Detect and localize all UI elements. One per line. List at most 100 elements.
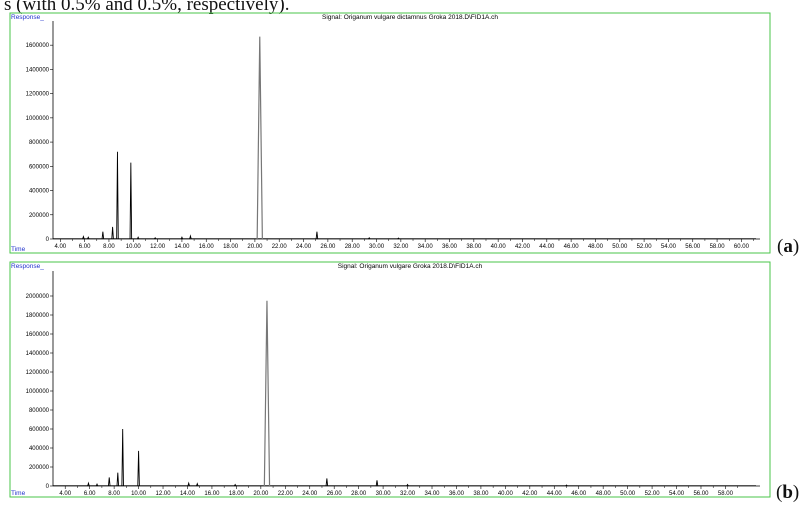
x-tick-label-b-7: 18.00 (229, 491, 245, 497)
x-tick-label-b-23: 50.00 (620, 491, 636, 497)
peak-a-12 (368, 236, 371, 240)
panel-label-b: (b) (776, 482, 800, 503)
y-tick-label-b-4: 800000 (29, 408, 50, 414)
y-tick-label-a-6: 1200000 (26, 92, 50, 98)
peak-a-13 (397, 237, 400, 240)
y-tick-label-b-9: 1800000 (26, 313, 50, 319)
y-tick-label-a-8: 1600000 (26, 43, 50, 49)
y-tick-label-a-3: 600000 (29, 164, 50, 170)
x-tick-label-a-3: 10.00 (126, 244, 142, 250)
x-tick-label-a-10: 24.00 (296, 244, 312, 250)
x-tick-label-b-4: 12.00 (156, 491, 172, 497)
y-tick-label-b-6: 1200000 (26, 370, 50, 376)
x-tick-label-b-3: 10.00 (131, 491, 147, 497)
y-tick-label-b-8: 1600000 (26, 332, 50, 338)
peak-b-2 (107, 477, 111, 487)
peak-b-7 (196, 482, 199, 487)
x-tick-label-b-15: 34.00 (425, 491, 441, 497)
x-tick-label-a-18: 40.00 (491, 244, 507, 250)
x-tick-label-a-26: 56.00 (685, 244, 701, 250)
x-tick-label-a-16: 36.00 (442, 244, 458, 250)
peak-b-4 (121, 428, 124, 487)
peak-a-5 (129, 162, 133, 240)
panel-label-a: (a) (777, 236, 800, 257)
peak-b-8 (233, 483, 237, 487)
x-tick-label-a-22: 48.00 (588, 244, 604, 250)
y-tick-label-a-4: 800000 (29, 140, 50, 146)
x-tick-label-b-0: 4.00 (59, 491, 71, 497)
x-tick-label-a-28: 60.00 (734, 244, 750, 250)
peak-a-2 (101, 231, 105, 240)
peak-a-6 (136, 236, 140, 240)
x-tick-label-b-26: 56.00 (693, 491, 709, 497)
y-tick-label-a-5: 1000000 (26, 116, 50, 122)
x-tick-label-b-6: 16.00 (204, 491, 220, 497)
y-tick-label-a-0: 0 (46, 237, 50, 243)
signal-title-a: Signal: Origanum vulgare dictamnus Groka… (322, 14, 498, 21)
x-axis-label-a: Time (11, 246, 26, 253)
x-tick-label-a-24: 52.00 (637, 244, 653, 250)
peak-b-5 (137, 450, 140, 487)
x-tick-label-b-1: 6.00 (84, 491, 96, 497)
x-tick-label-b-25: 54.00 (669, 491, 685, 497)
x-tick-label-a-25: 54.00 (661, 244, 677, 250)
x-tick-label-a-7: 18.00 (223, 244, 239, 250)
x-tick-label-b-2: 8.00 (108, 491, 120, 497)
peak-a-11 (315, 231, 319, 240)
x-tick-label-a-15: 34.00 (418, 244, 434, 250)
peak-b-13 (565, 484, 568, 487)
x-tick-label-a-1: 6.00 (79, 244, 91, 250)
x-tick-label-a-11: 26.00 (320, 244, 336, 250)
peak-a-10 (256, 36, 263, 240)
peak-a-3 (111, 226, 114, 240)
y-tick-label-b-5: 1000000 (26, 389, 50, 395)
peak-a-1 (87, 236, 90, 240)
x-tick-label-b-11: 26.00 (327, 491, 343, 497)
peak-b-1 (95, 482, 99, 487)
x-tick-label-a-4: 12.00 (150, 244, 166, 250)
y-tick-label-b-7: 1400000 (26, 351, 50, 357)
x-tick-label-b-16: 36.00 (449, 491, 465, 497)
y-axis-label-a: Response_ (11, 14, 44, 21)
y-tick-label-b-1: 200000 (29, 465, 50, 471)
x-tick-label-b-17: 38.00 (473, 491, 489, 497)
peak-b-3 (116, 472, 120, 487)
y-tick-label-a-7: 1400000 (26, 67, 50, 73)
y-tick-label-b-0: 0 (46, 484, 50, 490)
x-tick-label-b-8: 20.00 (253, 491, 269, 497)
x-tick-label-b-20: 44.00 (547, 491, 563, 497)
peak-a-8 (180, 236, 184, 240)
peak-a-0 (82, 235, 85, 240)
y-tick-label-a-2: 400000 (29, 189, 50, 195)
y-tick-label-b-3: 600000 (29, 427, 50, 433)
x-tick-label-a-17: 38.00 (466, 244, 482, 250)
x-tick-label-b-12: 28.00 (351, 491, 367, 497)
x-tick-label-a-6: 16.00 (199, 244, 215, 250)
x-tick-label-b-10: 24.00 (302, 491, 318, 497)
x-tick-label-b-13: 30.00 (376, 491, 392, 497)
x-tick-label-a-23: 50.00 (612, 244, 628, 250)
panel-frame-a (9, 12, 771, 254)
peak-b-12 (406, 483, 409, 487)
x-tick-label-b-5: 14.00 (180, 491, 196, 497)
x-tick-label-a-13: 30.00 (369, 244, 385, 250)
x-tick-label-a-2: 8.00 (103, 244, 115, 250)
x-tick-label-a-21: 46.00 (564, 244, 580, 250)
x-tick-label-b-21: 46.00 (571, 491, 587, 497)
x-tick-label-a-27: 58.00 (710, 244, 726, 250)
x-tick-label-b-19: 42.00 (522, 491, 538, 497)
x-tick-label-b-18: 40.00 (498, 491, 514, 497)
peak-a-9 (189, 234, 192, 240)
peak-a-4 (116, 151, 119, 240)
x-tick-label-a-19: 42.00 (515, 244, 531, 250)
x-tick-label-a-20: 44.00 (539, 244, 555, 250)
peak-a-7 (153, 236, 157, 240)
y-tick-label-b-10: 2000000 (26, 294, 50, 300)
peak-b-0 (87, 481, 90, 487)
signal-title-b: Signal: Origanum vulgare Groka 2018.D\FI… (338, 263, 483, 270)
y-axis-label-b: Response_ (11, 263, 44, 270)
x-tick-label-a-9: 22.00 (272, 244, 288, 250)
y-tick-label-b-2: 400000 (29, 446, 50, 452)
x-tick-label-a-8: 20.00 (247, 244, 263, 250)
